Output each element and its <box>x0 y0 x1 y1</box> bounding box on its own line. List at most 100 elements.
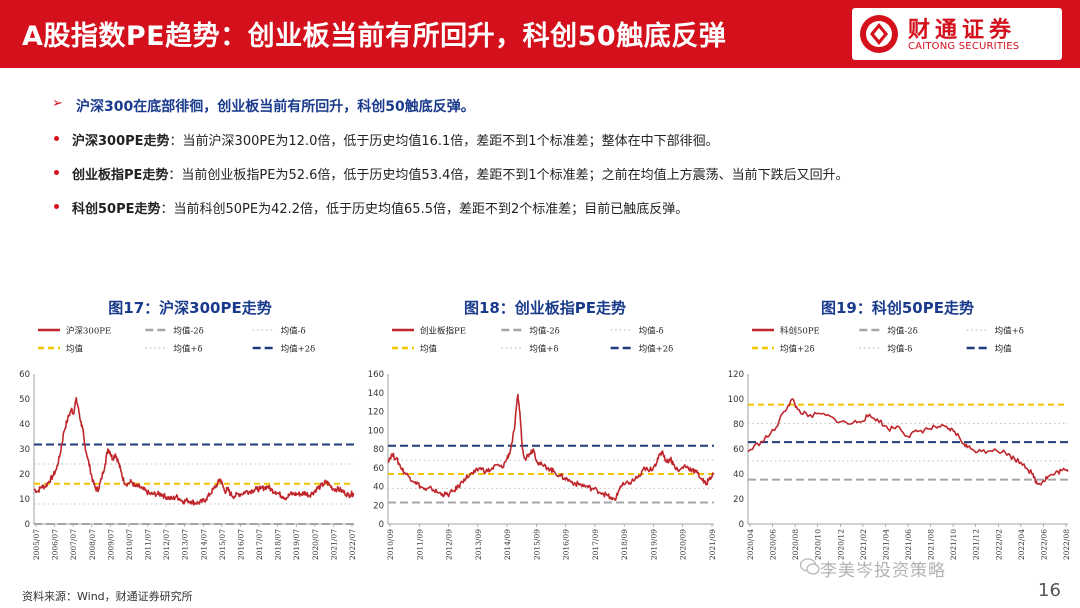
y-tick-label: 100 <box>368 426 384 436</box>
x-tick-label: 2013/07 <box>181 529 190 560</box>
bullet-star50: 科创50PE走势：当前科创50PE为42.2倍，低于历史均值65.5倍，差距不到… <box>52 198 1062 222</box>
y-tick-label: 20 <box>733 495 744 505</box>
wechat-icon <box>800 558 820 575</box>
x-tick-label: 2019/09 <box>649 529 658 560</box>
logo-text-en: CAITONG SECURITIES <box>908 41 1020 52</box>
x-tick-label: 2022/07 <box>348 529 357 560</box>
chart-chinext-pe: 创业板指PE 均值-2δ 均值-δ 均值 均值+δ 均值+2δ 0 20 40 60 80 100 12… <box>368 326 717 561</box>
source-note: 资料来源：Wind，财通证券研究所 <box>22 590 193 603</box>
x-tick-label: 2021/02 <box>859 529 868 560</box>
bullet-head: 科创50PE走势 <box>72 202 161 217</box>
x-tick-label: 2022/08 <box>1062 529 1071 560</box>
pe-series-line <box>33 397 355 506</box>
bullet-dot-icon <box>54 170 59 175</box>
x-tick-label: 2015/09 <box>532 529 541 560</box>
legend-label: 科创50PE <box>780 326 820 337</box>
bullet-dot-icon <box>54 136 59 141</box>
x-tick-label: 2022/04 <box>1017 529 1026 560</box>
legend-label: 均值 <box>995 344 1013 355</box>
y-tick-label: 60 <box>19 370 30 380</box>
bullet-text: ：当前沪深300PE为12.0倍，低于历史均值16.1倍，差距不到1个标准差；整… <box>169 134 719 149</box>
x-tick-label: 2020/04 <box>746 529 755 560</box>
x-tick-label: 2021/12 <box>972 529 981 560</box>
x-tick-label: 2020/08 <box>791 529 800 560</box>
bullet-csi300: 沪深300PE走势：当前沪深300PE为12.0倍，低于历史均值16.1倍，差距… <box>52 130 1062 154</box>
x-tick-label: 2013/09 <box>474 529 483 560</box>
x-tick-label: 2020/07 <box>311 529 320 560</box>
y-tick-label: 80 <box>373 445 384 455</box>
y-tick-label: 30 <box>19 445 30 455</box>
arrow-bullet-icon: ➢ <box>52 96 63 111</box>
y-tick-label: 20 <box>373 501 384 511</box>
x-tick-label: 2017/09 <box>591 529 600 560</box>
y-tick-label: 140 <box>368 389 384 399</box>
legend-label: 均值-2δ <box>529 326 559 337</box>
x-tick-label: 2021/10 <box>949 529 958 560</box>
bullet-head: 创业板指PE走势 <box>72 168 169 183</box>
y-tick-label: 10 <box>19 495 30 505</box>
legend-label: 均值-2δ <box>887 326 917 337</box>
x-tick-label: 2011/07 <box>144 529 153 560</box>
y-tick-label: 0 <box>25 520 30 530</box>
legend-label: 均值 <box>420 344 438 355</box>
legend-label: 均值-2δ <box>173 326 203 337</box>
x-tick-label: 2005/07 <box>32 529 41 560</box>
x-tick-label: 2010/07 <box>125 529 134 560</box>
pe-series-line <box>747 398 1069 486</box>
x-tick-label: 2022/06 <box>1039 529 1048 560</box>
x-tick-label: 2021/04 <box>881 529 890 560</box>
chart-title-star50: 图19：科创50PE走势 <box>821 299 974 317</box>
y-tick-label: 60 <box>373 464 384 474</box>
page-title: A股指数PE趋势：创业板当前有所回升，科创50触底反弹 <box>22 21 727 52</box>
legend-label: 均值-δ <box>281 326 306 337</box>
chart-title-chinext: 图18：创业板指PE走势 <box>463 299 627 317</box>
page-number: 16 <box>1038 580 1061 601</box>
x-tick-label: 2010/09 <box>386 529 395 560</box>
x-tick-label: 2009/07 <box>106 529 115 560</box>
chart-csi300-pe: 沪深300PE 均值-2δ 均值-δ 均值 均值+δ 均值+2δ 0 10 20 30 40 50 60… <box>19 326 357 561</box>
legend-label: 沪深300PE <box>66 326 111 337</box>
header-bar: A股指数PE趋势：创业板当前有所回升，科创50触底反弹 财通证券 CAITONG… <box>0 0 1080 68</box>
y-tick-label: 120 <box>728 370 744 380</box>
x-tick-label: 2007/07 <box>69 529 78 560</box>
x-tick-label: 2020/10 <box>814 529 823 560</box>
y-tick-label: 50 <box>19 395 30 405</box>
legend-label: 均值+2δ <box>639 344 674 355</box>
x-tick-label: 2014/09 <box>503 529 512 560</box>
summary-headline: ➢ 沪深300在底部徘徊，创业板当前有所回升，科创50触底反弹。 <box>52 96 1062 120</box>
x-tick-label: 2017/07 <box>255 529 264 560</box>
x-tick-label: 2021/07 <box>329 529 338 560</box>
summary-headline-text: 沪深300在底部徘徊，创业板当前有所回升，科创50触底反弹。 <box>76 99 475 115</box>
chart-star50-pe: 科创50PE 均值-2δ 均值+δ 均值+2δ 均值-δ 均值 0 20 40 60 80 100 12… <box>728 326 1071 561</box>
x-tick-label: 2020/06 <box>769 529 778 560</box>
y-tick-label: 40 <box>733 470 744 480</box>
x-tick-label: 2021/08 <box>927 529 936 560</box>
caitong-logo-icon <box>860 15 898 53</box>
x-tick-label: 2006/07 <box>51 529 60 560</box>
bullet-text: ：当前科创50PE为42.2倍，低于历史均值65.5倍，差距不到2个标准差；目前… <box>160 202 689 217</box>
y-tick-label: 120 <box>368 408 384 418</box>
y-tick-label: 20 <box>19 470 30 480</box>
x-tick-label: 2008/07 <box>88 529 97 560</box>
bullet-head: 沪深300PE走势 <box>72 134 170 149</box>
y-tick-label: 0 <box>739 520 744 530</box>
chart-title-csi300: 图17：沪深300PE走势 <box>108 299 272 317</box>
logo-text-cn: 财通证券 <box>908 18 1017 43</box>
legend-label: 均值+2δ <box>780 344 815 355</box>
legend-label: 均值+δ <box>529 344 558 355</box>
legend-label: 均值 <box>66 344 84 355</box>
legend-label: 均值-δ <box>887 344 912 355</box>
y-tick-label: 0 <box>379 520 384 530</box>
legend-label: 均值+2δ <box>281 344 316 355</box>
summary-section: ➢ 沪深300在底部徘徊，创业板当前有所回升，科创50触底反弹。 沪深300PE… <box>52 96 1062 222</box>
bullet-text: ：当前创业板指PE为52.6倍，低于历史均值53.4倍，差距不到1个标准差；之前… <box>168 168 849 183</box>
legend-label: 均值+δ <box>995 326 1024 337</box>
x-tick-label: 2021/09 <box>708 529 717 560</box>
x-tick-label: 2012/07 <box>162 529 171 560</box>
x-tick-label: 2020/12 <box>836 529 845 560</box>
x-tick-label: 2021/06 <box>904 529 913 560</box>
wechat-watermark: 李美岑投资策略 <box>820 561 946 581</box>
legend-label: 均值-δ <box>639 326 664 337</box>
y-tick-label: 60 <box>733 445 744 455</box>
legend-label: 均值+δ <box>173 344 202 355</box>
